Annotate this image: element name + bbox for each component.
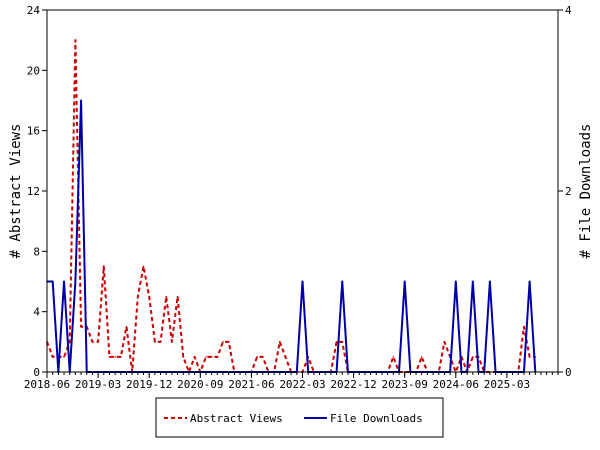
data-point-abstract-views — [210, 356, 213, 358]
data-point-file-downloads — [80, 99, 82, 102]
data-point-abstract-views — [159, 341, 162, 343]
y-left-tick-label: 12 — [27, 185, 40, 198]
data-point-abstract-views — [523, 325, 525, 328]
x-tick-label: 2022-03 — [279, 378, 325, 391]
y-left-tick-label: 16 — [27, 125, 40, 138]
data-point-file-downloads — [455, 280, 457, 283]
x-tick-label: 2022-12 — [330, 378, 376, 391]
data-point-abstract-views — [114, 356, 116, 358]
data-point-abstract-views — [165, 295, 168, 298]
y-left-tick-label: 20 — [27, 64, 40, 77]
x-tick-label: 2019-03 — [75, 378, 121, 391]
data-point-file-downloads — [74, 280, 77, 283]
data-point-abstract-views — [205, 356, 207, 358]
data-point-abstract-views — [392, 356, 395, 358]
data-point-abstract-views — [335, 341, 338, 343]
data-point-abstract-views — [216, 356, 219, 358]
data-point-abstract-views — [74, 39, 77, 41]
data-point-abstract-views — [261, 356, 264, 358]
data-point-abstract-views — [108, 356, 111, 358]
data-point-abstract-views — [222, 341, 224, 343]
data-point-abstract-views — [51, 356, 54, 358]
y-axis-left-title: # Abstract Views — [8, 124, 24, 259]
data-point-abstract-views — [443, 341, 446, 343]
x-tick-label: 2023-09 — [382, 378, 428, 391]
y-left-tick-label: 24 — [27, 4, 41, 17]
data-point-abstract-views — [154, 341, 156, 343]
data-point-file-downloads — [63, 280, 65, 283]
data-point-abstract-views — [148, 295, 150, 298]
data-point-abstract-views — [171, 341, 173, 343]
data-point-file-downloads — [528, 280, 531, 283]
data-point-abstract-views — [91, 341, 94, 343]
legend-label-abstract-views: Abstract Views — [190, 412, 283, 425]
x-tick-label: 2019-12 — [126, 378, 172, 391]
data-point-abstract-views — [278, 341, 281, 343]
data-point-abstract-views — [68, 341, 71, 343]
data-point-abstract-views — [102, 265, 105, 268]
data-point-file-downloads — [489, 280, 491, 283]
data-point-file-downloads — [403, 280, 406, 283]
x-tick-label: 2020-09 — [177, 378, 223, 391]
legend-box — [155, 397, 444, 438]
legend-label-file-downloads: File Downloads — [330, 412, 423, 425]
y-right-tick-label: 0 — [565, 366, 572, 379]
data-point-abstract-views — [142, 265, 145, 268]
y-left-tick-label: 8 — [33, 245, 40, 258]
data-point-abstract-views — [284, 356, 287, 358]
data-point-abstract-views — [125, 325, 128, 328]
data-point-abstract-views — [120, 356, 122, 358]
data-point-abstract-views — [472, 356, 474, 358]
y-right-tick-label: 2 — [565, 185, 572, 198]
y-left-tick-label: 4 — [33, 306, 40, 319]
data-point-abstract-views — [256, 356, 258, 358]
data-point-abstract-views — [528, 356, 531, 358]
data-point-file-downloads — [341, 280, 344, 283]
data-point-file-downloads — [51, 280, 54, 283]
data-point-abstract-views — [193, 356, 196, 358]
y-left-tick-label: 0 — [33, 366, 40, 379]
x-tick-label: 2018-06 — [24, 378, 70, 391]
data-point-abstract-views — [227, 341, 230, 343]
data-point-abstract-views — [176, 295, 179, 298]
data-point-file-downloads — [472, 280, 474, 283]
x-tick-label: 2024-06 — [433, 378, 479, 391]
data-point-abstract-views — [63, 356, 65, 358]
y-axis-right-title: # File Downloads — [578, 124, 594, 259]
data-point-file-downloads — [301, 280, 304, 283]
data-point-abstract-views — [97, 341, 99, 343]
data-point-abstract-views — [182, 356, 185, 358]
x-tick-label: 2021-06 — [228, 378, 274, 391]
data-point-abstract-views — [137, 295, 139, 298]
data-point-abstract-views — [341, 341, 344, 343]
data-point-abstract-views — [420, 356, 423, 358]
y-right-tick-label: 4 — [565, 4, 572, 17]
x-tick-label: 2025-03 — [484, 378, 530, 391]
legend: Abstract Views File Downloads — [155, 397, 444, 438]
data-point-abstract-views — [80, 325, 82, 328]
